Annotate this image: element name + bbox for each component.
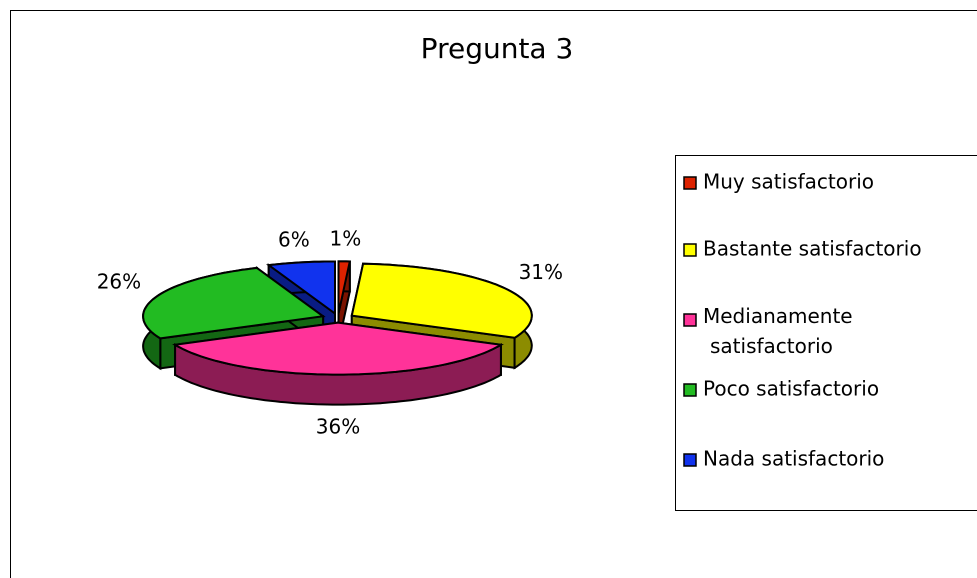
slice-top	[172, 321, 504, 376]
legend-swatch	[683, 176, 697, 190]
legend-swatch	[683, 243, 697, 257]
data-label: 26%	[97, 269, 141, 293]
legend-swatch	[683, 453, 697, 467]
legend-label: Bastante satisfactorio	[703, 237, 922, 261]
data-label: 31%	[519, 260, 563, 284]
legend-swatch	[683, 383, 697, 397]
legend-swatch	[683, 313, 697, 327]
slice-top	[350, 262, 533, 339]
chart-title: Pregunta 3	[421, 32, 574, 65]
slice-top	[266, 260, 336, 316]
legend-label: Nada satisfactorio	[703, 447, 884, 471]
pie-slice	[337, 260, 352, 344]
legend-box	[675, 155, 977, 511]
data-label: 1%	[330, 226, 362, 250]
pie-slice	[172, 321, 504, 406]
legend-label: Poco satisfactorio	[703, 377, 879, 401]
slice-top	[142, 266, 326, 340]
legend-label: Medianamente satisfactorio	[703, 304, 853, 358]
legend-label: Muy satisfactorio	[703, 170, 874, 194]
data-label: 36%	[316, 415, 360, 439]
data-label: 6%	[278, 228, 310, 252]
slice-top	[337, 260, 352, 314]
